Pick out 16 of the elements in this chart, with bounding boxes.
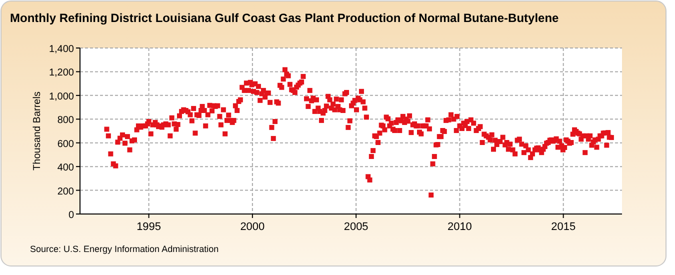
- y-tick-label: 0: [68, 210, 74, 221]
- y-tick-label: 1,400: [48, 44, 74, 55]
- x-tick-label: 2000: [240, 221, 265, 233]
- x-tick-label: 1995: [136, 221, 162, 233]
- y-tick-label: 800: [57, 115, 74, 126]
- y-axis-title: Thousand Barrels: [32, 92, 43, 170]
- x-tick-label: 2010: [447, 221, 472, 233]
- source-note: Source: U.S. Energy Information Administration: [30, 244, 219, 254]
- y-tick-label: 1,200: [48, 68, 74, 79]
- y-tick-label: 400: [57, 162, 74, 174]
- chart-title: Monthly Refining District Louisiana Gulf Coast Gas Plant Production of Normal Butane-Butylene: [10, 11, 560, 25]
- y-tick-label: 1,000: [48, 91, 74, 102]
- x-tick-label: 2005: [344, 221, 368, 233]
- y-tick-label: 200: [57, 186, 74, 198]
- y-tick-label: 600: [57, 138, 74, 150]
- x-tick-label: 2015: [551, 221, 576, 233]
